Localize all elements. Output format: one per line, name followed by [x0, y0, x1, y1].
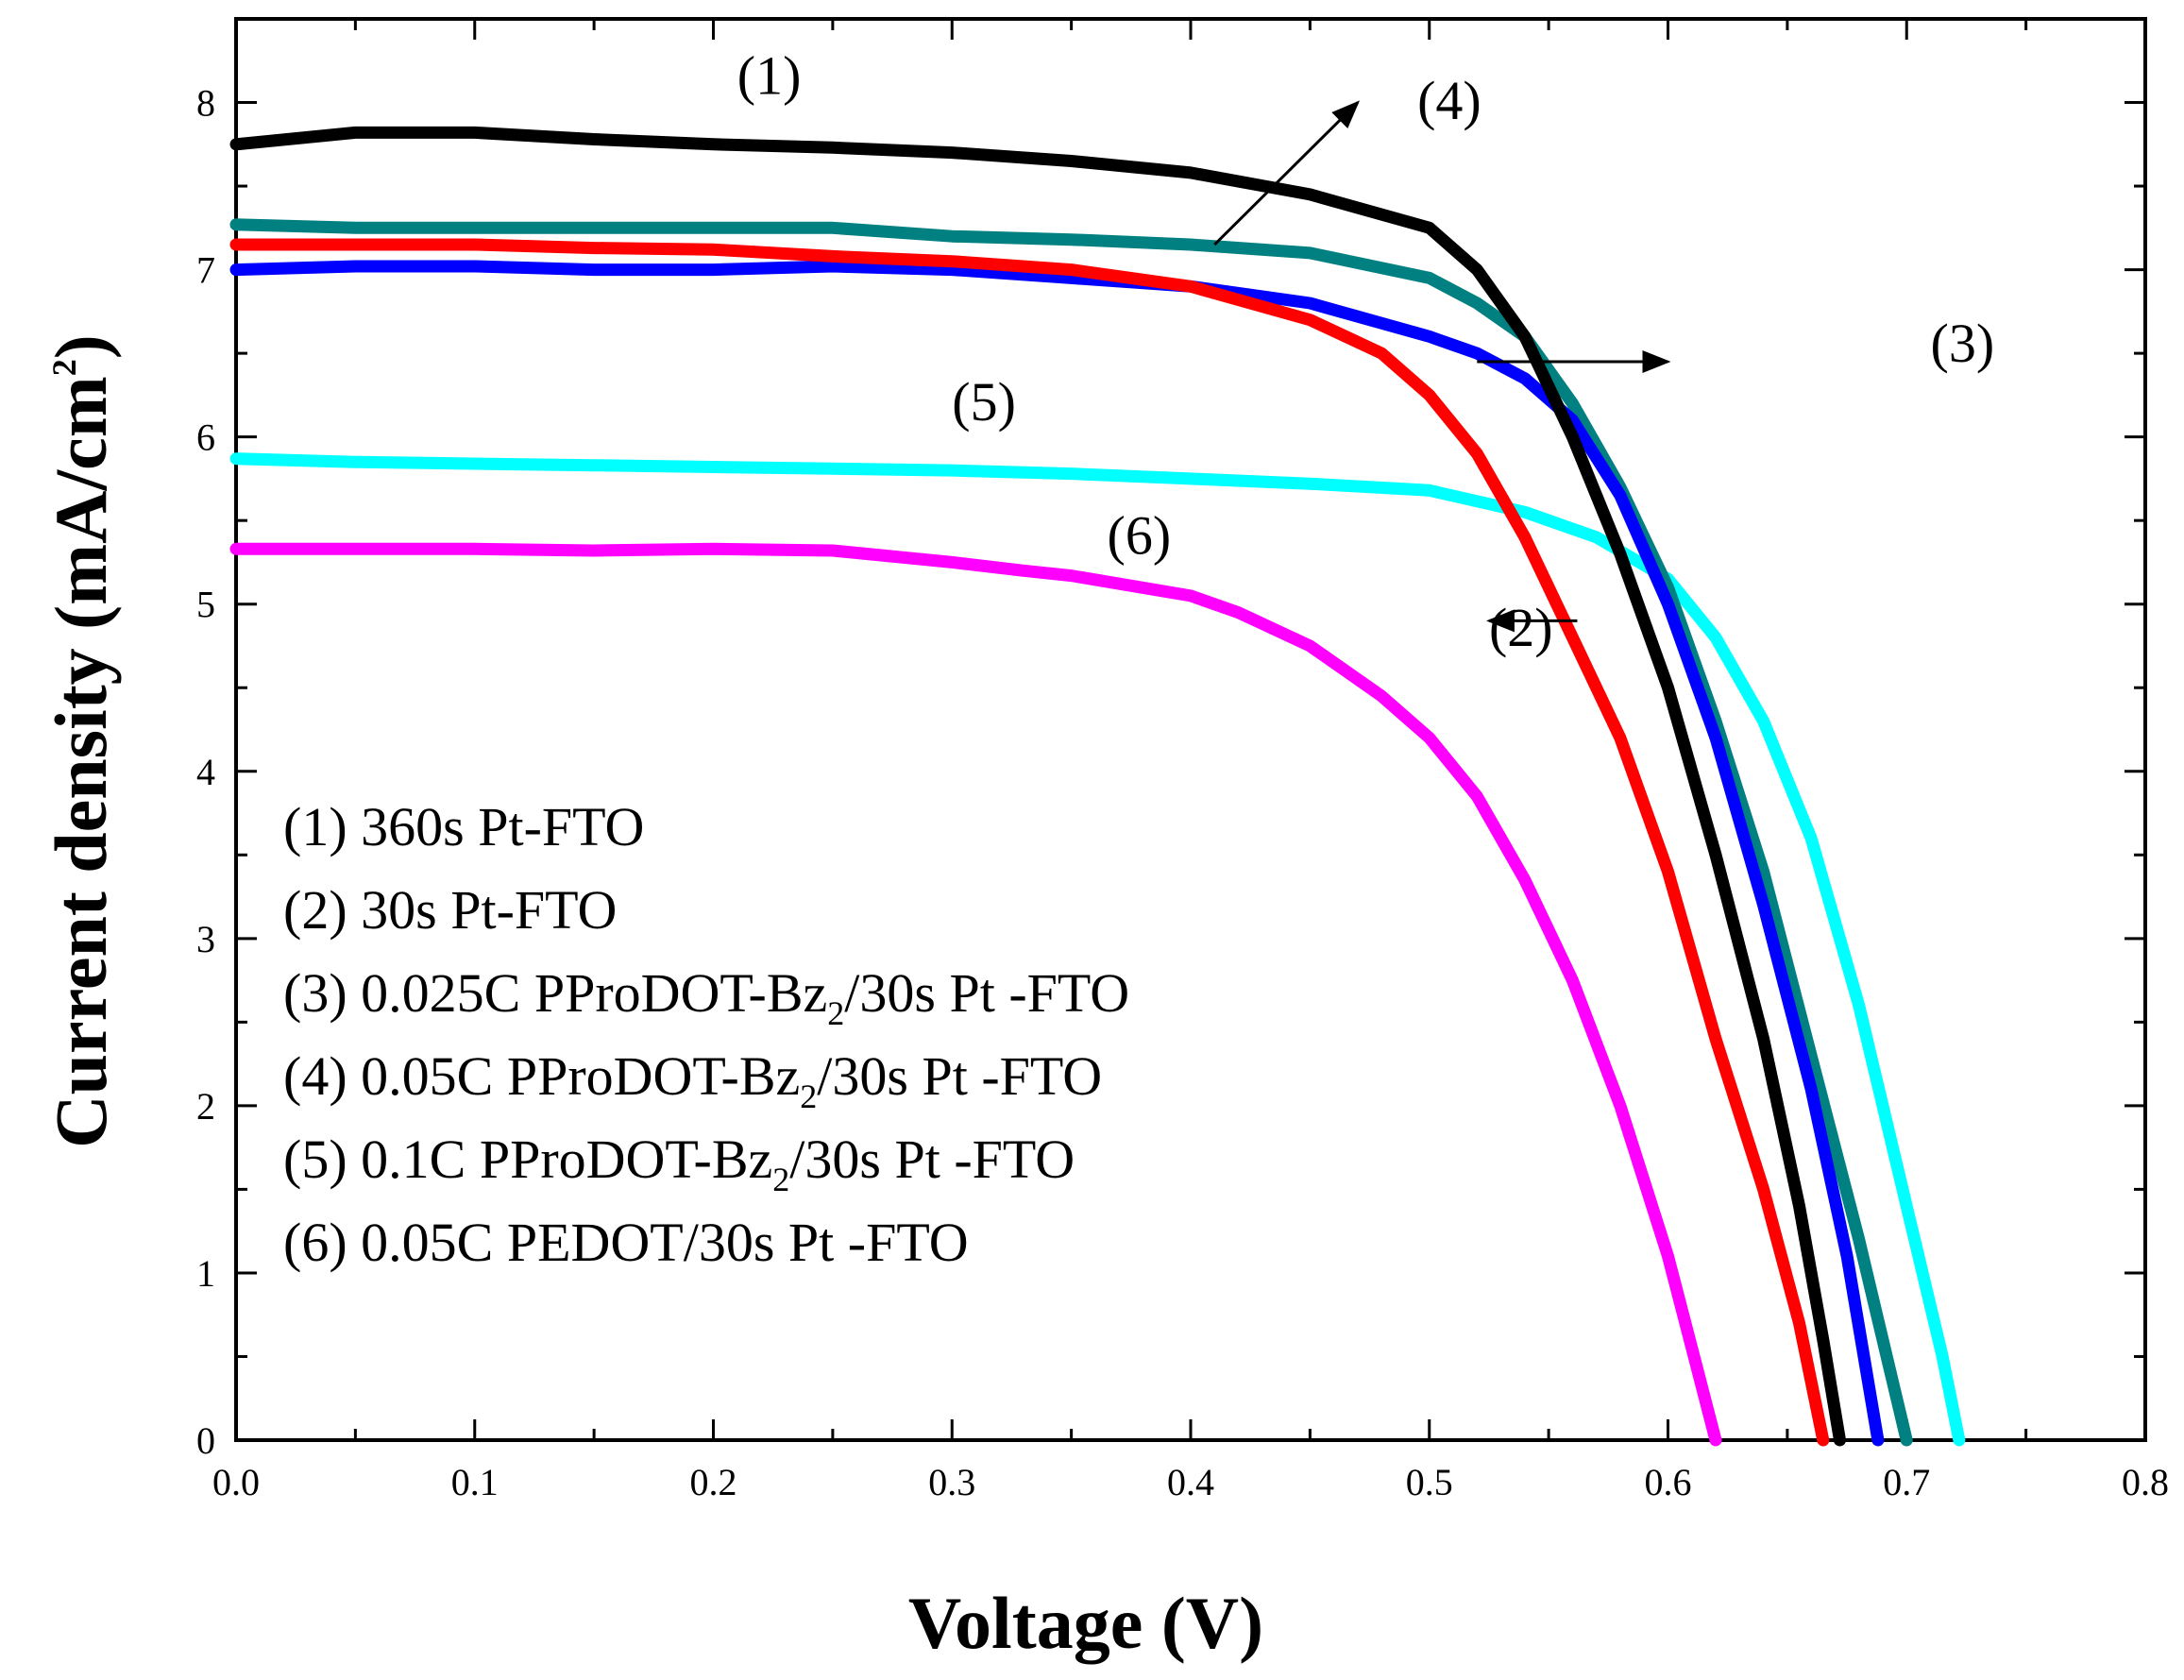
series-line-s1 [229, 126, 1846, 1447]
legend-entry-s3: (3) 0.025C PProDOT-Bz2/30s Pt -FTO [283, 962, 1129, 1032]
curve-label-s3: (3) [1931, 313, 1995, 374]
curve-label-s2: (2) [1489, 597, 1553, 658]
y-tick-label: 6 [196, 416, 215, 459]
series-layer [229, 126, 1966, 1447]
series-line-s3 [229, 260, 1885, 1447]
legend-entry-text: (2) 30s Pt-FTO [283, 879, 617, 941]
legend-entry-text-tail: /30s Pt -FTO [817, 1045, 1102, 1107]
y-tick-label: 3 [196, 918, 215, 960]
curve-label-s6: (6) [1108, 505, 1172, 567]
annotation-arrow-s4 [1213, 100, 1361, 246]
x-tick-label: 0.1 [451, 1461, 499, 1503]
x-tick-label: 0.7 [1883, 1461, 1930, 1503]
legend-entry-s5: (5) 0.1C PProDOT-Bz2/30s Pt -FTO [283, 1128, 1075, 1198]
legend-entry-s1: (1) 360s Pt-FTO [283, 796, 644, 857]
x-tick-label: 0.5 [1406, 1461, 1453, 1503]
legend-entry-text: (1) 360s Pt-FTO [283, 796, 644, 857]
y-axis-title-close: ) [40, 334, 122, 359]
legend-entry-s2: (2) 30s Pt-FTO [283, 879, 617, 941]
y-tick-label: 0 [196, 1419, 215, 1462]
y-axis-title: Current density (mA/cm2) [40, 334, 122, 1147]
x-tick-label: 0.4 [1167, 1461, 1214, 1503]
y-tick-label: 5 [196, 584, 215, 626]
x-tick-label: 0.8 [2122, 1461, 2169, 1503]
y-axis-title-superscript: 2 [45, 359, 83, 376]
x-tick-label: 0.0 [212, 1461, 260, 1503]
series-line-s6 [229, 542, 1722, 1447]
y-axis-ticks: 0 1 2 3 4 5 6 7 8 [196, 17, 2145, 1462]
legend-entry-s4: (4) 0.05C PProDOT-Bz2/30s Pt -FTO [283, 1045, 1102, 1115]
x-axis-title: Voltage (V) [908, 1582, 1263, 1664]
series-line-s5 [229, 452, 1966, 1447]
series-line-s4 [229, 218, 1913, 1447]
x-tick-label: 0.6 [1645, 1461, 1692, 1503]
curve-label-s1: (1) [737, 45, 802, 107]
x-tick-label: 0.3 [928, 1461, 975, 1503]
y-tick-label: 7 [196, 249, 215, 292]
legend-entry-text: (4) 0.05C PProDOT-Bz [283, 1045, 800, 1107]
legend-entry-text: (5) 0.1C PProDOT-Bz [283, 1128, 772, 1190]
legend-entry-text-tail: /30s Pt -FTO [844, 962, 1129, 1024]
curve-annotations: (1) (4) (3) (5) (6) (2) [737, 45, 1994, 658]
legend: (1) 360s Pt-FTO (2) 30s Pt-FTO (3) 0.025C … [283, 796, 1129, 1273]
legend-entry-text: (6) 0.05C PEDOT/30s Pt -FTO [283, 1212, 969, 1273]
legend-entry-subscript: 2 [800, 1078, 817, 1115]
x-tick-label: 0.2 [690, 1461, 737, 1503]
legend-entry-s6: (6) 0.05C PEDOT/30s Pt -FTO [283, 1212, 969, 1273]
curve-label-s5: (5) [952, 371, 1016, 433]
legend-entry-text-tail: /30s Pt -FTO [789, 1128, 1075, 1190]
curve-label-s4: (4) [1417, 70, 1481, 131]
y-tick-label: 1 [196, 1252, 215, 1295]
legend-entry-subscript: 2 [772, 1161, 789, 1198]
legend-entry-subscript: 2 [827, 994, 844, 1032]
y-axis-title-main: Current density (mA/cm [40, 376, 122, 1147]
x-axis-ticks: 0.0 0.1 0.2 0.3 0.4 0.5 0.6 0.7 0.8 [212, 19, 2169, 1503]
y-tick-label: 8 [196, 82, 215, 125]
y-tick-label: 4 [196, 751, 215, 793]
series-line-s2 [229, 238, 1830, 1447]
y-tick-label: 2 [196, 1085, 215, 1128]
legend-entry-text: (3) 0.025C PProDOT-Bz [283, 962, 827, 1024]
